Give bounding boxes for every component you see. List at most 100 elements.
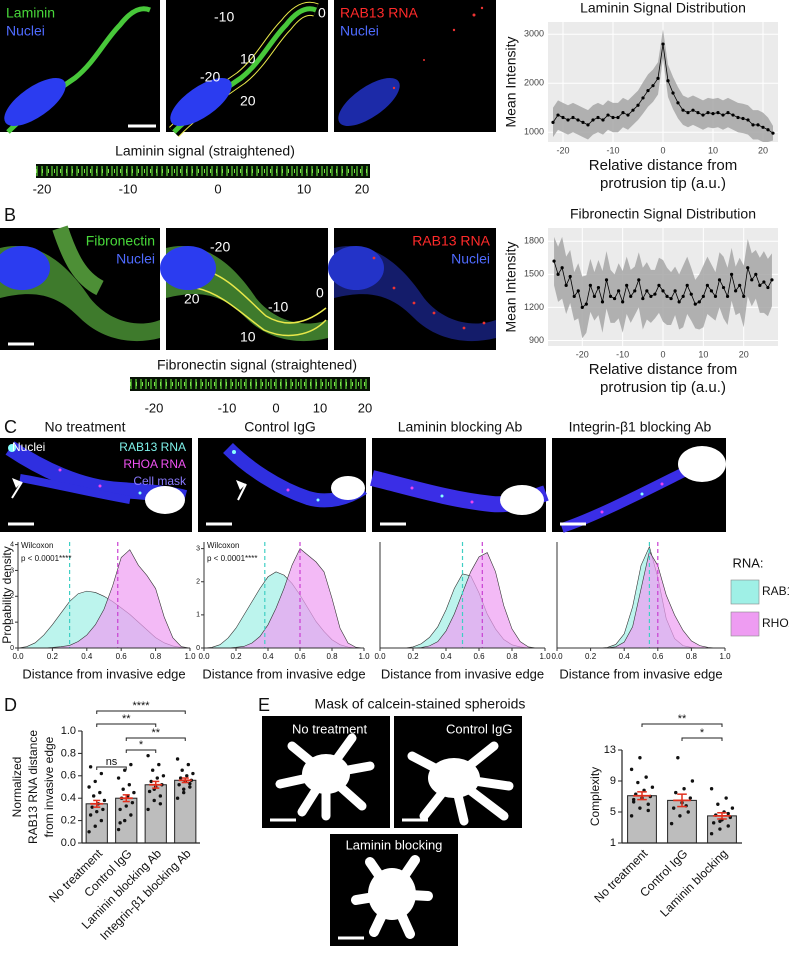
x-tick-label: -20 bbox=[556, 145, 569, 155]
significance-bracket bbox=[681, 737, 723, 741]
x-tick-label: 0.4 bbox=[262, 652, 274, 661]
data-point bbox=[588, 283, 592, 287]
significance-label: * bbox=[700, 727, 705, 739]
y-axis-label: Mean Intensity bbox=[503, 36, 519, 127]
x-tick-label: 1.0 bbox=[539, 652, 551, 661]
data-point bbox=[725, 294, 730, 298]
data-point bbox=[604, 278, 609, 282]
data-point bbox=[87, 830, 91, 834]
data-point bbox=[629, 767, 634, 772]
data-point bbox=[726, 811, 730, 816]
data-point bbox=[718, 827, 722, 831]
data-point bbox=[716, 111, 720, 115]
data-point bbox=[580, 305, 584, 310]
x-tick-label: 20 bbox=[739, 349, 749, 359]
x-tick-label: 0.2 bbox=[585, 652, 597, 661]
image-label: Nuclei bbox=[116, 251, 155, 267]
strip-title: Fibronectin signal (straightened) bbox=[157, 357, 357, 373]
x-tick-label: 0.8 bbox=[686, 652, 698, 661]
chart-title: Fibronectin Signal Distribution bbox=[570, 206, 756, 222]
image-label: Control IgG bbox=[446, 721, 512, 736]
strip-tick-label: -10 bbox=[218, 400, 237, 415]
bar bbox=[627, 795, 657, 844]
data-point bbox=[681, 294, 685, 298]
data-point bbox=[756, 123, 760, 127]
data-point bbox=[175, 757, 180, 761]
data-point bbox=[124, 804, 128, 808]
data-point bbox=[591, 118, 595, 122]
position-label: 10 bbox=[240, 329, 256, 345]
data-point bbox=[150, 768, 155, 772]
y-tick-label: 1000 bbox=[524, 127, 544, 137]
data-point bbox=[87, 785, 91, 789]
data-point bbox=[600, 300, 605, 304]
y-tick-label: 0.4 bbox=[61, 792, 76, 804]
data-point bbox=[674, 790, 678, 795]
data-point bbox=[718, 819, 722, 823]
data-point bbox=[734, 289, 738, 293]
y-axis-label: Probability density bbox=[0, 546, 14, 643]
data-point bbox=[155, 776, 159, 780]
data-point bbox=[636, 103, 640, 107]
micrograph bbox=[160, 228, 328, 350]
position-label: 0 bbox=[316, 285, 324, 301]
y-tick-label: 1 bbox=[10, 619, 14, 626]
strip-tick-label: 10 bbox=[313, 400, 327, 415]
data-point bbox=[146, 753, 150, 758]
data-point bbox=[129, 813, 133, 817]
data-point bbox=[750, 278, 754, 282]
y-tick-label: 1 bbox=[610, 837, 616, 849]
x-tick-label: 1.0 bbox=[358, 652, 370, 661]
position-label: -10 bbox=[268, 299, 288, 315]
y-tick-label: 0.2 bbox=[61, 815, 76, 827]
data-point bbox=[188, 785, 192, 789]
data-point bbox=[93, 824, 97, 828]
data-point bbox=[88, 813, 93, 817]
x-tick-label: No treatment bbox=[591, 846, 650, 905]
data-point bbox=[641, 96, 645, 100]
data-point bbox=[147, 789, 152, 794]
data-point bbox=[551, 120, 555, 125]
straightened-strip bbox=[130, 377, 370, 391]
data-point bbox=[556, 113, 560, 117]
data-point bbox=[696, 111, 700, 115]
y-tick-label: 0.0 bbox=[61, 837, 76, 849]
data-point bbox=[601, 118, 605, 122]
y-tick-label: 13 bbox=[604, 744, 616, 756]
significance-bracket bbox=[96, 766, 127, 770]
x-tick-label: 0.4 bbox=[619, 652, 631, 661]
x-tick-label: 0.6 bbox=[473, 652, 485, 661]
data-point bbox=[152, 798, 156, 803]
x-tick-label: 0.8 bbox=[150, 652, 162, 661]
micrograph bbox=[166, 0, 328, 137]
strip-tick-label: 20 bbox=[358, 400, 372, 415]
data-point bbox=[101, 807, 105, 812]
x-tick-label: 0.4 bbox=[81, 652, 93, 661]
data-point bbox=[584, 302, 588, 306]
data-point bbox=[621, 111, 625, 115]
data-point bbox=[701, 113, 705, 117]
data-point bbox=[709, 832, 714, 836]
y-axis-label: Normalized bbox=[10, 757, 24, 818]
image-label: RAB13 RNA bbox=[119, 440, 186, 454]
x-tick-label: 0.2 bbox=[230, 652, 242, 661]
data-point bbox=[127, 783, 132, 787]
data-point bbox=[175, 796, 180, 800]
data-point bbox=[178, 776, 183, 780]
data-point bbox=[738, 283, 742, 287]
data-point bbox=[711, 821, 716, 825]
data-point bbox=[677, 300, 681, 304]
y-tick-label: 5 bbox=[610, 806, 616, 818]
x-tick-label: 10 bbox=[708, 145, 718, 155]
data-point bbox=[701, 294, 705, 298]
y-tick-label: 1.0 bbox=[61, 725, 76, 737]
data-point bbox=[730, 806, 735, 810]
data-point bbox=[560, 266, 564, 270]
bar bbox=[144, 784, 167, 844]
data-point bbox=[606, 113, 610, 117]
data-point bbox=[88, 765, 93, 769]
data-point bbox=[185, 774, 189, 778]
annotation: Wilcoxon bbox=[21, 541, 53, 550]
data-point bbox=[717, 278, 722, 282]
data-point bbox=[761, 125, 765, 129]
